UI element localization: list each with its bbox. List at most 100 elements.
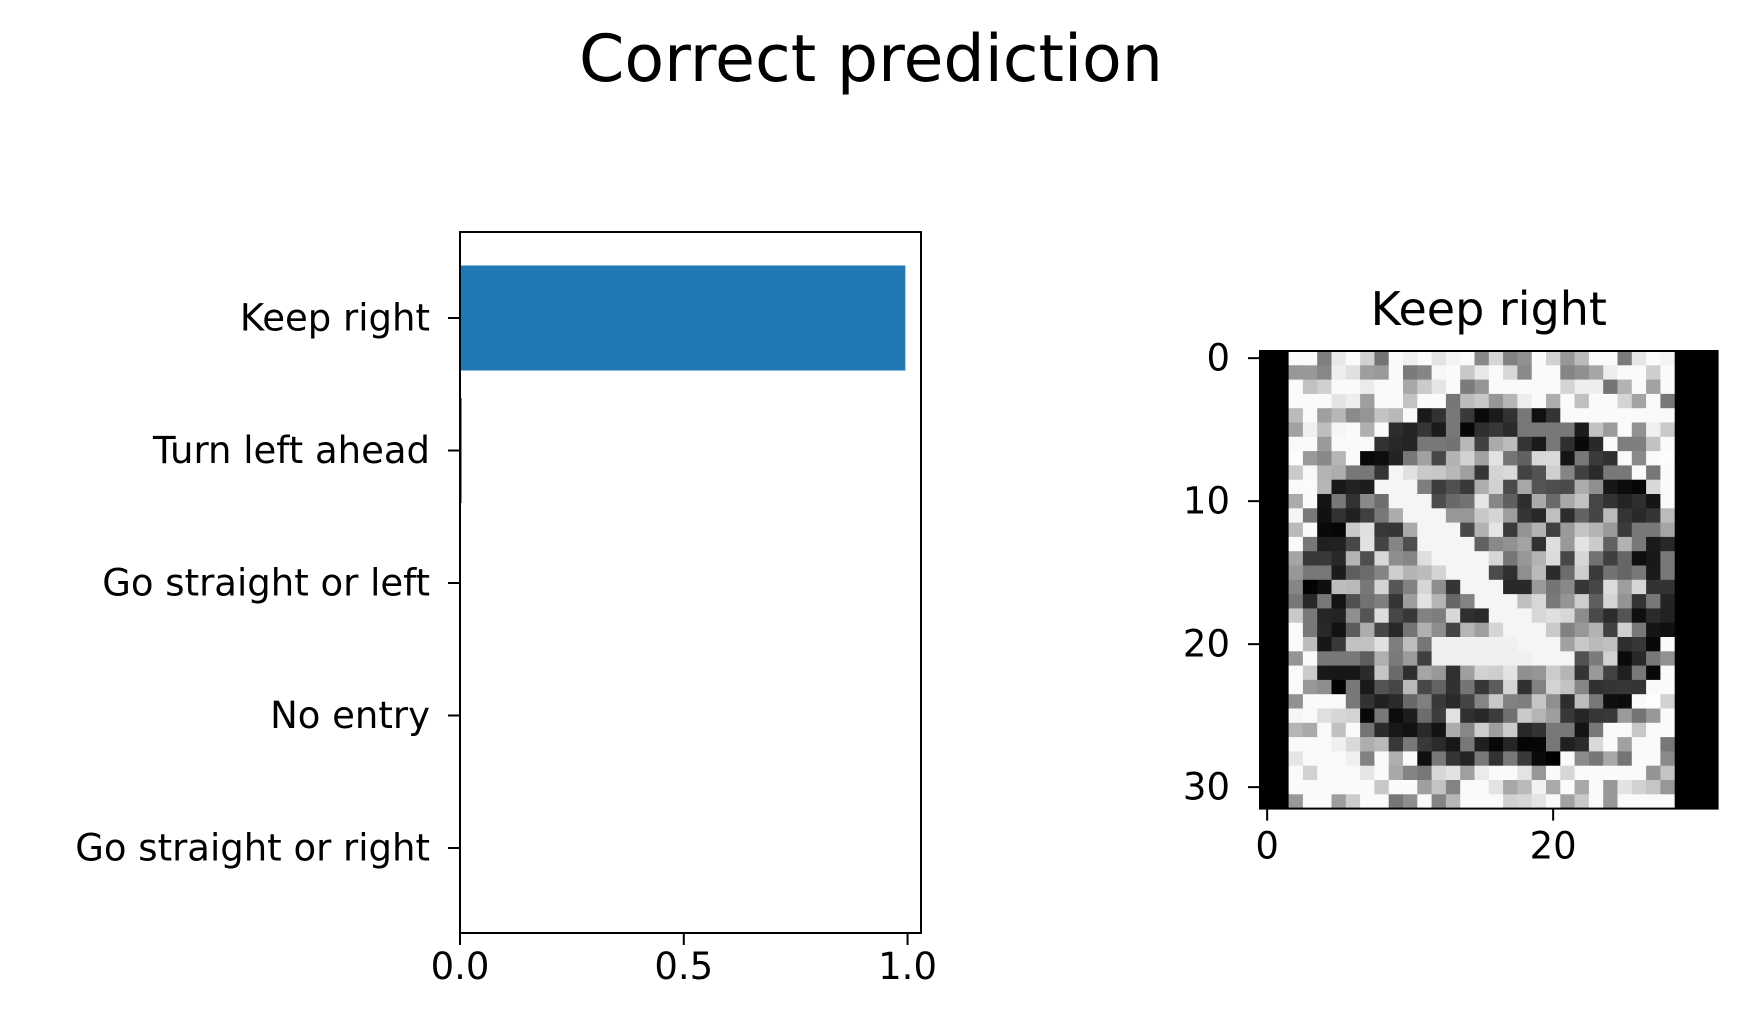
image-pixel [1388,651,1404,666]
image-pixel [1260,465,1275,481]
image-pixel [1474,508,1490,523]
image-pixel [1646,422,1661,438]
image-pixel [1403,622,1418,638]
image-pixel [1417,479,1432,495]
image-pixel [1431,608,1447,624]
image-pixel [1345,794,1361,809]
image-pixel [1689,622,1704,638]
image-pixel [1403,780,1418,795]
image-pixel [1560,465,1575,481]
image-pixel [1660,465,1676,481]
image-pixel [1474,479,1490,495]
image-pixel [1603,579,1618,595]
image-pixel [1517,508,1533,523]
image-pixel [1403,393,1418,409]
image-pixel [1431,565,1447,581]
image-pixel [1531,765,1547,781]
image-pixel [1331,651,1347,666]
image-pixel [1689,494,1704,509]
image-pixel [1317,737,1332,752]
image-pixel [1345,694,1361,709]
image-pixel [1345,737,1361,752]
image-pixel [1517,522,1533,538]
image-pixel [1474,351,1490,366]
image-pixel [1431,379,1447,395]
image-pixel [1517,436,1533,452]
image-pixel [1603,465,1618,481]
image-pixel [1360,765,1375,781]
image-pixel [1703,436,1718,452]
image-pixel [1674,494,1690,509]
image-pixel [1374,436,1390,452]
image-pixel [1617,522,1633,538]
image-pixel [1488,508,1504,523]
image-pixel [1260,393,1275,409]
image-pixel [1660,536,1676,552]
image-pixel [1531,737,1547,752]
image-pixel [1517,351,1533,366]
image-pixel [1302,565,1318,581]
image-pixel [1703,393,1718,409]
image-pixel [1703,508,1718,523]
image-pixel [1646,565,1661,581]
image-pixel [1374,651,1390,666]
image-pixel [1474,651,1490,666]
image-pixel [1588,794,1604,809]
image-pixel [1445,651,1461,666]
image-pixel [1374,565,1390,581]
image-pixel [1302,508,1318,523]
image-pixel [1388,451,1404,466]
image-pixel [1417,679,1432,695]
image-pixel [1417,379,1432,395]
image-pixel [1488,422,1504,438]
image-pixel [1560,722,1575,738]
image-pixel [1302,494,1318,509]
image-pixel [1488,637,1504,652]
image-pixel [1517,708,1533,724]
image-pixel [1588,422,1604,438]
image-pixel [1503,751,1518,767]
image-pixel [1703,765,1718,781]
image-pixel [1460,422,1475,438]
image-pixel [1631,608,1647,624]
image-pixel [1403,608,1418,624]
image-pixel [1345,579,1361,595]
image-pixel [1302,522,1318,538]
image-pixel [1588,622,1604,638]
image-pixel [1503,765,1518,781]
image-pixel [1345,465,1361,481]
image-pixel [1345,679,1361,695]
image-pixel [1260,494,1275,509]
image-pixel [1689,536,1704,552]
image-pixel [1660,608,1676,624]
image-pixel [1345,365,1361,380]
image-pixel [1574,608,1590,624]
image-pixel [1431,694,1447,709]
image-pixel [1617,494,1633,509]
image-pixel [1317,679,1332,695]
image-pixel [1646,508,1661,523]
image-pixel [1260,780,1275,795]
image-pixel [1631,551,1647,566]
image-pixel [1460,465,1475,481]
image-pixel [1360,651,1375,666]
image-pixel [1531,708,1547,724]
image-pixel [1546,351,1561,366]
image-pixel [1646,608,1661,624]
image-pixel [1445,451,1461,466]
image-pixel [1417,594,1432,609]
image-pixel [1517,536,1533,552]
image-pixel [1302,351,1318,366]
image-pixel [1574,722,1590,738]
image-pixel [1689,708,1704,724]
image-pixel [1345,451,1361,466]
image-pixel [1417,708,1432,724]
image-pixel [1317,451,1332,466]
image-pixel [1474,665,1490,681]
image-pixel [1474,379,1490,395]
image-pixel [1317,694,1332,709]
image-pixel [1474,780,1490,795]
image-pixel [1588,436,1604,452]
image-pixel [1617,751,1633,767]
image-pixel [1360,436,1375,452]
